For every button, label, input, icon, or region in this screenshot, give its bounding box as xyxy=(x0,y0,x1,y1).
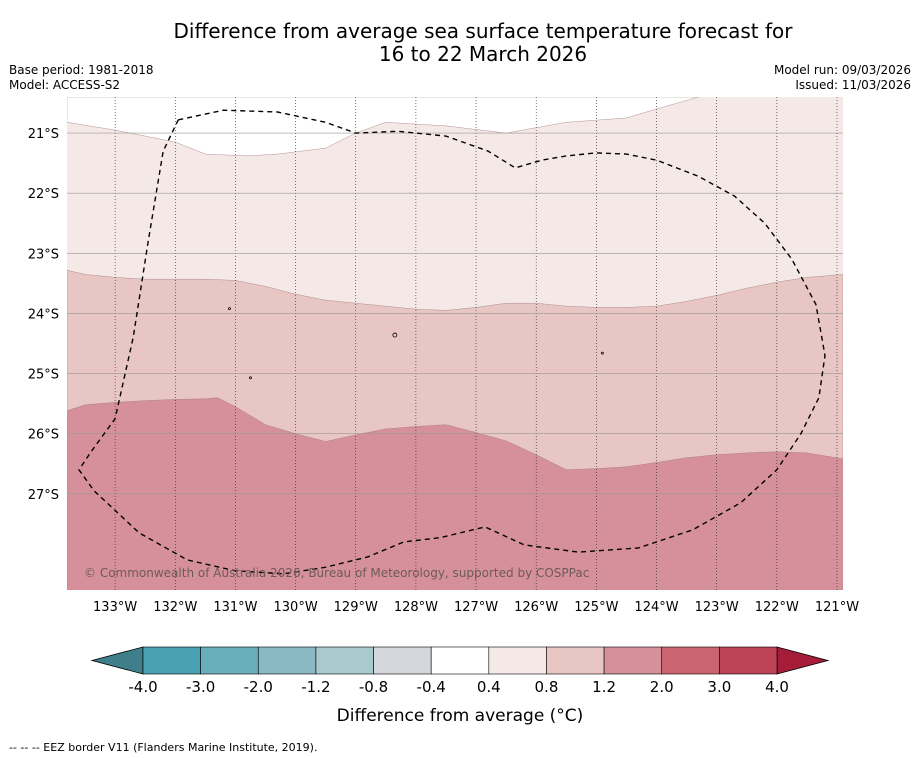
eez-footnote: -- -- -- EEZ border V11 (Flanders Marine… xyxy=(9,741,317,754)
chart-title-line-2: 16 to 22 March 2026 xyxy=(379,42,587,66)
lon-tick-label: 128°W xyxy=(394,600,438,615)
colorbar-tick-labels: -4.0 -3.0 -2.0 -1.2 -0.8 -0.4 0.4 0.8 1.2 2.0 3.0 4… xyxy=(128,678,789,696)
colorbar-swatch xyxy=(546,646,605,675)
issued-label: Issued: 11/03/2026 xyxy=(795,78,911,92)
lat-tick-label: 22°S xyxy=(28,187,59,202)
longitude-tick-labels: 133°W 132°W 131°W 130°W 129°W 128°W 127°W 126°W… xyxy=(93,600,859,615)
colorbar-swatch xyxy=(373,646,432,675)
colorbar-tick-label: 1.2 xyxy=(592,678,616,696)
latitude-tick-labels: 21°S 22°S 23°S 24°S 25°S 26°S 27°S xyxy=(28,127,59,503)
lon-tick-label: 122°W xyxy=(755,600,799,615)
colorbar-swatch xyxy=(661,646,720,675)
colorbar-tick-label: -0.4 xyxy=(417,678,446,696)
island-marker xyxy=(249,376,252,380)
lat-tick-label: 26°S xyxy=(28,428,59,443)
lat-tick-label: 25°S xyxy=(28,368,59,383)
colorbar-tick-label: 3.0 xyxy=(707,678,731,696)
colorbar-over-arrow xyxy=(776,646,830,675)
colorbar-swatch xyxy=(315,646,374,675)
colorbar-swatch xyxy=(200,646,259,675)
lon-tick-label: 131°W xyxy=(213,600,257,615)
island-marker xyxy=(228,307,231,311)
lon-tick-label: 130°W xyxy=(274,600,318,615)
island-marker xyxy=(600,351,604,355)
colorbar-tick-label: -1.2 xyxy=(301,678,330,696)
colorbar-swatch xyxy=(603,646,663,675)
colorbar-tick-label: -0.8 xyxy=(359,678,388,696)
lat-tick-label: 27°S xyxy=(28,488,59,503)
zone-minus-0.4-to-0.4 xyxy=(67,97,699,157)
lon-tick-label: 132°W xyxy=(153,600,197,615)
colorbar-swatch xyxy=(719,646,778,675)
colorbar-tick-label: -2.0 xyxy=(244,678,273,696)
colorbar-tick-label: 0.8 xyxy=(535,678,559,696)
colorbar-swatch xyxy=(430,646,490,675)
colorbar-tick-label: 2.0 xyxy=(650,678,674,696)
lon-tick-label: 123°W xyxy=(695,600,739,615)
islands xyxy=(228,307,604,380)
island-marker xyxy=(392,332,398,338)
lat-tick-label: 24°S xyxy=(28,307,59,322)
colorbar xyxy=(90,646,830,675)
lon-tick-label: 127°W xyxy=(454,600,498,615)
colorbar-tick-label: 0.4 xyxy=(477,678,501,696)
model-label: Model: ACCESS-S2 xyxy=(9,78,120,92)
lon-tick-label: 133°W xyxy=(93,600,137,615)
colorbar-label: Difference from average (°C) xyxy=(337,706,584,726)
lon-tick-label: 129°W xyxy=(334,600,378,615)
model-run-label: Model run: 09/03/2026 xyxy=(774,63,911,77)
colorbar-under-arrow xyxy=(90,646,144,675)
colorbar-swatch xyxy=(142,646,201,675)
lat-tick-label: 21°S xyxy=(28,127,59,142)
copyright-text: © Commonwealth of Australia 2026, Bureau… xyxy=(84,566,589,580)
eez-border xyxy=(78,109,826,575)
colorbar-swatch xyxy=(488,646,547,675)
lon-tick-label: 124°W xyxy=(634,600,678,615)
gridlines xyxy=(67,97,843,590)
lat-tick-label: 23°S xyxy=(28,247,59,262)
colorbar-tick-label: -3.0 xyxy=(186,678,215,696)
base-period-label: Base period: 1981-2018 xyxy=(9,63,154,77)
chart-title-line-1: Difference from average sea surface temp… xyxy=(173,19,793,43)
colorbar-tick-label: -4.0 xyxy=(128,678,157,696)
lon-tick-label: 121°W xyxy=(815,600,859,615)
colorbar-tick-label: 4.0 xyxy=(765,678,789,696)
map-area: © Commonwealth of Australia 2026, Bureau… xyxy=(67,97,843,590)
lon-tick-label: 126°W xyxy=(514,600,558,615)
colorbar-swatch xyxy=(257,646,317,675)
lon-tick-label: 125°W xyxy=(574,600,618,615)
